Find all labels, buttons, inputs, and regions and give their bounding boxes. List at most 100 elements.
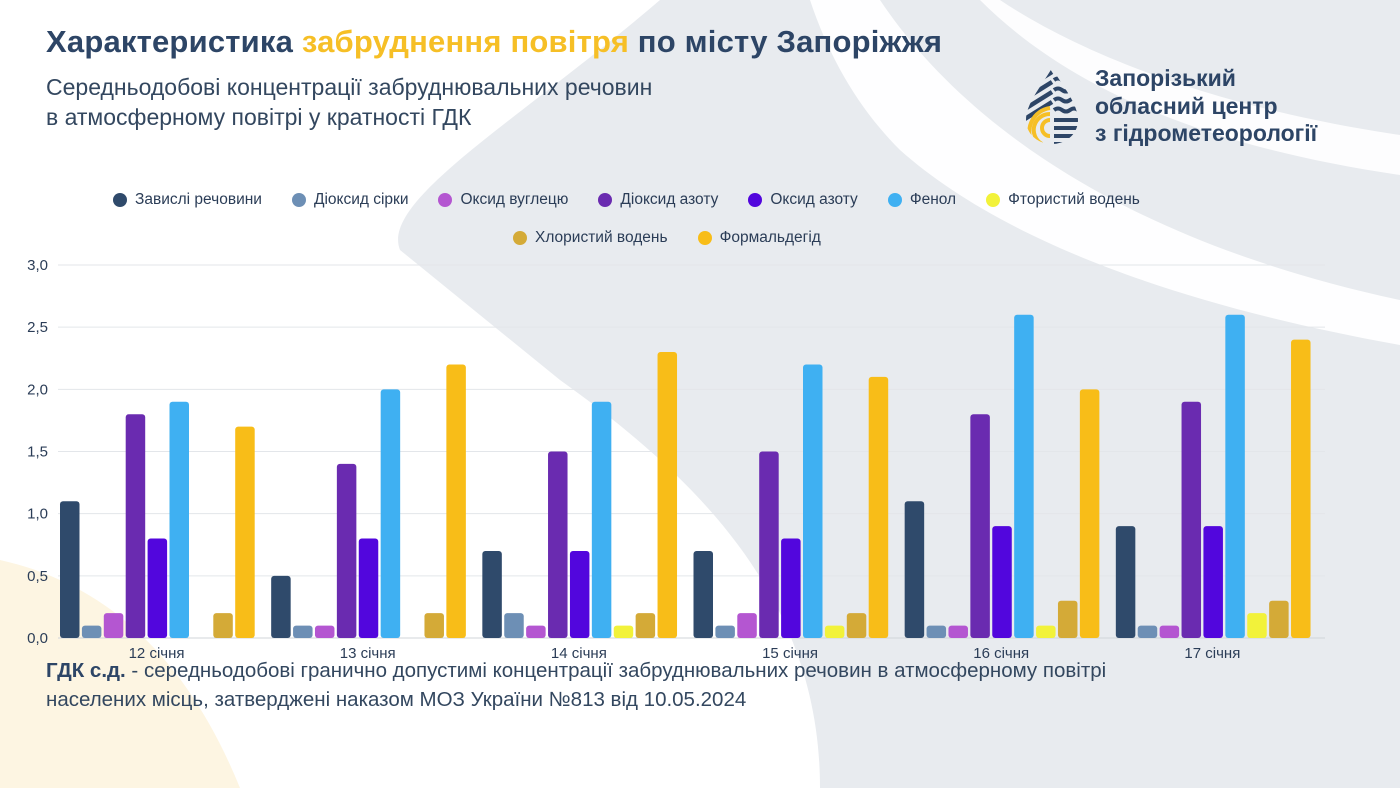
bar[interactable] — [169, 401, 190, 638]
bar[interactable] — [548, 451, 568, 639]
bar[interactable] — [1079, 389, 1100, 638]
bar[interactable] — [504, 613, 524, 638]
legend-dot-icon — [113, 193, 127, 207]
bar[interactable] — [424, 613, 444, 638]
bar[interactable] — [824, 625, 845, 638]
bar[interactable] — [715, 625, 735, 638]
legend-label: Завислі речовини — [135, 191, 262, 208]
legend-dot-icon — [513, 231, 527, 245]
legend-item[interactable]: Формальдегід — [697, 229, 821, 247]
legend-item[interactable]: Фенол — [887, 191, 957, 209]
x-tick-label: 15 січня — [762, 645, 818, 662]
bar[interactable] — [1269, 600, 1289, 638]
bar[interactable] — [1036, 625, 1056, 638]
x-tick-label: 12 січня — [129, 645, 185, 662]
y-tick-label: 0,5 — [27, 568, 48, 585]
y-tick-label: 0,0 — [27, 630, 48, 647]
bar[interactable] — [235, 426, 255, 638]
legend-label: Діоксид сірки — [313, 191, 409, 208]
bar[interactable] — [1014, 314, 1034, 638]
legend-dot-icon — [697, 231, 712, 245]
bar[interactable] — [314, 625, 335, 638]
bar[interactable] — [613, 625, 634, 638]
legend-item[interactable]: Хлористий водень — [513, 229, 668, 247]
background-white-swoosh — [810, 0, 1400, 345]
bar[interactable] — [1057, 600, 1078, 638]
bar[interactable] — [1159, 625, 1180, 638]
bar[interactable] — [657, 352, 678, 638]
footnote-line-1-text: - середньодобові гранично допустимі конц… — [125, 659, 1107, 682]
legend-dot-icon — [598, 193, 613, 207]
x-tick-label: 13 січня — [340, 645, 396, 662]
legend-item[interactable]: Оксид азоту — [748, 191, 858, 209]
legend-label: Фенол — [909, 191, 957, 208]
bar[interactable] — [992, 526, 1012, 638]
y-tick-label: 3,0 — [27, 257, 48, 274]
y-tick-label: 1,5 — [27, 444, 48, 461]
footnote-term: ГДК с.д. — [46, 659, 126, 682]
bar[interactable] — [1137, 625, 1158, 638]
bar[interactable] — [569, 550, 590, 638]
bar[interactable] — [125, 414, 146, 638]
bar[interactable] — [926, 625, 947, 638]
bar[interactable] — [904, 501, 925, 638]
bar[interactable] — [81, 625, 102, 638]
bars — [60, 314, 1311, 639]
legend-dot-icon — [748, 193, 763, 207]
legend-label: Фтористий водень — [1008, 191, 1140, 208]
bar[interactable] — [948, 625, 968, 638]
bar[interactable] — [970, 414, 990, 638]
bar[interactable] — [1247, 613, 1267, 638]
bar[interactable] — [1181, 401, 1202, 638]
bar[interactable] — [358, 538, 379, 638]
y-tick-label: 2,5 — [27, 319, 48, 336]
bar[interactable] — [147, 538, 168, 638]
bar[interactable] — [846, 613, 867, 638]
bar[interactable] — [1203, 526, 1223, 638]
bar[interactable] — [693, 550, 714, 638]
y-tick-label: 1,0 — [27, 506, 48, 523]
bar[interactable] — [103, 613, 124, 638]
bar[interactable] — [482, 550, 502, 638]
subtitle-line-2: в атмосферному повітрі у кратності ГДК — [46, 104, 472, 130]
x-tick-label: 17 січня — [1184, 645, 1240, 662]
bar[interactable] — [635, 613, 656, 638]
legend-label: Діоксид азоту — [620, 191, 719, 208]
legend-dot-icon — [438, 193, 453, 207]
legend-item[interactable]: Діоксид сірки — [291, 191, 409, 209]
y-tick-label: 2,0 — [27, 381, 48, 398]
bar[interactable] — [1291, 339, 1311, 638]
bar[interactable] — [759, 451, 779, 639]
bar[interactable] — [271, 575, 291, 638]
legend-dot-icon — [986, 193, 1001, 207]
logo-right-waves — [1052, 76, 1078, 114]
bar[interactable] — [446, 364, 466, 638]
bar[interactable] — [1225, 314, 1245, 638]
bar[interactable] — [1115, 526, 1136, 638]
organization-name: Запорізький обласний центр з гідрометеор… — [1095, 65, 1317, 148]
subtitle-line-1: Середньодобові концентрації забруднюваль… — [46, 74, 653, 100]
legend-item[interactable]: Діоксид азоту — [598, 191, 718, 209]
bar[interactable] — [526, 625, 546, 638]
bar[interactable] — [380, 389, 401, 638]
footnote-line-2: населених місць, затверджені наказом МОЗ… — [46, 688, 747, 711]
bar[interactable] — [737, 613, 757, 638]
bar[interactable] — [60, 501, 80, 638]
title-part-2: по місту Запоріжжя — [628, 24, 943, 59]
bar[interactable] — [293, 625, 313, 638]
bar[interactable] — [803, 364, 823, 638]
legend-item[interactable]: Завислі речовини — [113, 191, 262, 209]
footnote-line-1: ГДК с.д. - середньодобові гранично допус… — [46, 656, 1366, 685]
bar[interactable] — [213, 613, 233, 638]
bar[interactable] — [591, 401, 612, 638]
bar[interactable] — [336, 463, 357, 638]
bar[interactable] — [868, 376, 889, 638]
legend-item[interactable]: Фтористий водень — [986, 191, 1140, 209]
legend-item[interactable]: Оксид вуглецю — [438, 191, 568, 209]
bar[interactable] — [781, 538, 801, 638]
background-white-swoosh-2 — [980, 0, 1400, 175]
logo-right-lines — [1054, 118, 1078, 144]
legend-label: Оксид вуглецю — [460, 191, 569, 208]
water-drop-logo-icon — [1026, 70, 1078, 144]
